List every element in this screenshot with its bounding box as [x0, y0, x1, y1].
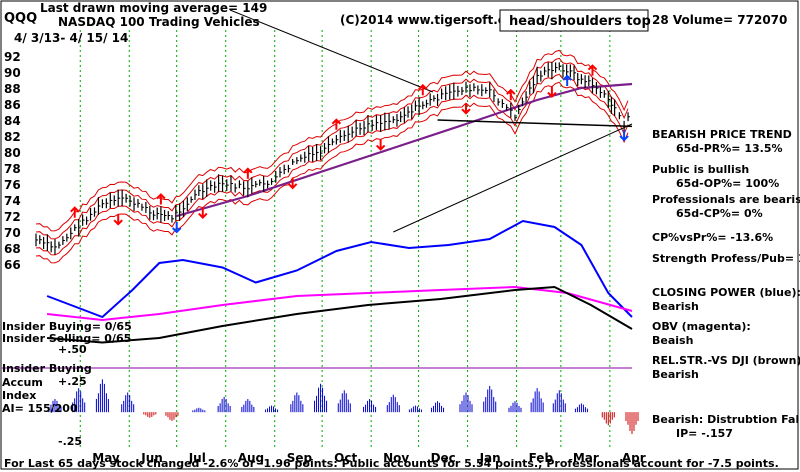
price-tick-label: 86	[4, 98, 21, 112]
price-tick-label: 84	[4, 114, 21, 128]
price-tick-label: 90	[4, 66, 21, 80]
price-tick-label: 74	[4, 194, 21, 208]
inner-upper-band	[35, 57, 629, 240]
price-tick-label: 78	[4, 162, 21, 176]
price-tick-label: 80	[4, 146, 21, 160]
month-tick-label: Jan	[479, 451, 501, 465]
op-label: 65d-OP%= 100%	[676, 177, 779, 190]
ai-label: AI= 155/200	[2, 402, 78, 415]
prof-head: Professionals are bearish	[652, 193, 800, 206]
sell-arrow-head	[587, 64, 598, 71]
public-head: Public is bullish	[652, 163, 749, 176]
minus25-label: -.25	[58, 435, 82, 448]
insider-buying-label-2: Insider Buying	[2, 362, 92, 375]
price-tick-label: 82	[4, 130, 21, 144]
buy-arrow-head	[113, 219, 123, 226]
chart-title: NASDAQ 100 Trading Vehicles	[58, 15, 260, 29]
strength-label: Strength Profess/Pub= 1.4	[652, 252, 800, 265]
insider-buying-label: Insider Buying= 0/65	[2, 320, 132, 333]
insider-selling-label: Insider Selling= 0/65	[2, 332, 131, 345]
upper-band	[35, 49, 629, 232]
sell-arrow-head	[331, 118, 342, 125]
ma-label-pointer	[229, 9, 433, 93]
month-tick-label: Oct	[334, 451, 357, 465]
support-trendline	[393, 123, 633, 233]
lower-band	[35, 81, 629, 264]
closing-power-state: Bearish	[652, 300, 699, 313]
cpvspr-label: CP%vsPr%= -13.6%	[652, 231, 773, 244]
obv-state: Beaish	[652, 334, 693, 347]
accum-index-bars	[48, 379, 639, 435]
index-label: Index	[2, 389, 36, 402]
buy-arrow-head	[547, 91, 557, 98]
month-tick-label: Sep	[287, 451, 313, 465]
moving-average-line	[176, 82, 633, 218]
accum-state-label: Bearish: Distrubtion Falling	[652, 413, 800, 426]
buy-arrow-head	[287, 183, 298, 190]
ip-label: IP= -.157	[676, 427, 733, 440]
indicators	[46, 219, 633, 344]
last-ma-label: Last drawn moving average= 149	[40, 1, 267, 15]
date-range: 4/ 3/13- 4/ 15/ 14	[14, 31, 128, 45]
month-tick-label: Nov	[383, 451, 409, 465]
sell-arrow-head	[243, 167, 253, 174]
cp-label: 65d-CP%= 0%	[676, 207, 763, 220]
signal-arrows	[70, 64, 629, 234]
month-tick-label: Feb	[529, 451, 554, 465]
price-tick-label: 72	[4, 210, 21, 224]
inner-lower-band	[35, 73, 629, 256]
gridlines	[2, 30, 632, 448]
relstr-label: REL.STR.-VS DJI (brown)	[652, 354, 800, 367]
price-tick-label: 70	[4, 226, 21, 240]
pattern-label: head/shoulders top	[509, 14, 651, 29]
plus50-label: +.50	[58, 343, 87, 356]
month-tick-label: Mar	[573, 451, 599, 465]
symbol-label: QQQ	[4, 11, 37, 26]
price-tick-label: 92	[4, 50, 21, 64]
buy-arrow-head	[375, 144, 386, 151]
accum-label: Accum	[2, 376, 43, 389]
sell-arrow-head	[506, 88, 516, 95]
closing-power-label: CLOSING POWER (blue):	[652, 286, 800, 299]
plus25-label: +.25	[58, 375, 87, 388]
closing-power-line	[46, 219, 633, 319]
month-tick-label: Jul	[188, 451, 206, 465]
price-tick-label: 76	[4, 178, 21, 192]
sell-arrow-head	[70, 206, 80, 213]
month-axis: May Jun Jul Aug Sep Oct Nov Dec Jan Feb Mar Apr	[92, 451, 645, 465]
buy-arrow-head	[461, 108, 471, 115]
pattern-box	[499, 9, 649, 32]
month-tick-label: Aug	[238, 451, 264, 465]
sell-arrow-head	[418, 83, 428, 91]
pr-label: 65d-PR%= 13.5%	[676, 142, 783, 155]
price-series	[35, 61, 631, 255]
price-axis: 66 68 70 72 74 76 78 80 82 84 86 88 90 92	[4, 50, 21, 272]
rel-strength-line	[47, 285, 633, 344]
footer-note: For Last 65 days stock changed -2.6% or …	[4, 457, 779, 470]
buy-arrow-head	[171, 227, 182, 234]
month-tick-label: May	[92, 451, 120, 465]
month-tick-label: Apr	[622, 451, 646, 465]
month-tick-label: Jun	[140, 451, 163, 465]
price-tick-label: 68	[4, 242, 21, 256]
buy-arrow-head	[198, 212, 208, 220]
obv-line	[46, 285, 633, 322]
trend-label: BEARISH PRICE TREND	[652, 128, 792, 141]
buy-arrow-head	[619, 135, 629, 142]
volume-label: 28 Volume= 772070	[652, 13, 787, 27]
obv-label: OBV (magenta):	[652, 320, 751, 333]
sell-arrow-head	[156, 193, 166, 200]
month-tick-label: Dec	[431, 451, 456, 465]
price-tick-label: 88	[4, 82, 21, 96]
sell-arrow-head	[562, 74, 572, 81]
neckline	[437, 119, 633, 128]
relstr-state: Bearish	[652, 368, 699, 381]
price-tick-label: 66	[4, 258, 21, 272]
chart-subtitle: (C)2014 www.tigersoft.com	[340, 13, 526, 27]
